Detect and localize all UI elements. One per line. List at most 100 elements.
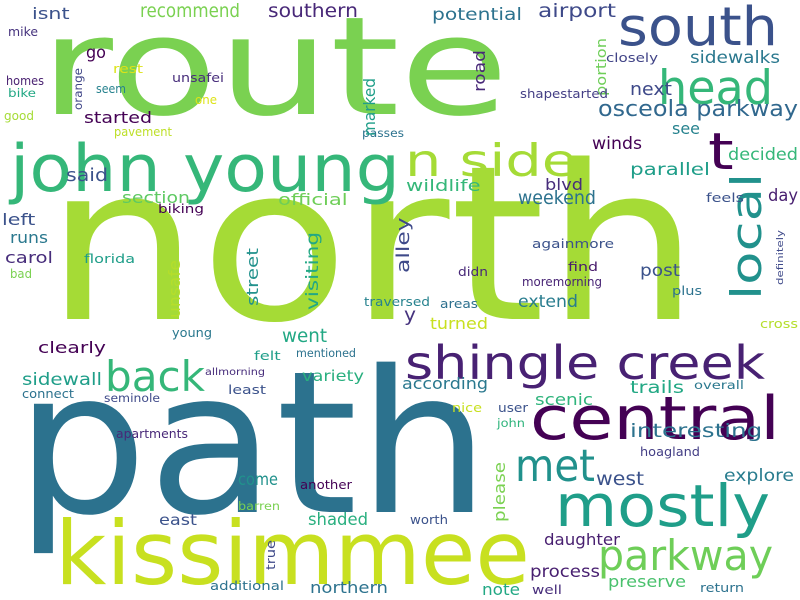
word-another: another <box>300 478 352 492</box>
word-shapestarted: shapestarted <box>520 87 608 101</box>
word-connect: connect <box>22 387 74 401</box>
word-trails: trails <box>630 378 684 397</box>
word-visiting: visiting <box>303 231 322 310</box>
word-unsafe: unsafe <box>165 260 184 318</box>
word-cross: cross <box>760 316 798 331</box>
word-according: according <box>402 374 488 393</box>
word-well: well <box>532 582 562 597</box>
word-northern: northern <box>310 578 388 597</box>
word-see: see <box>672 120 700 138</box>
word-east: east <box>159 512 197 529</box>
word-definitely: definitely <box>775 230 786 285</box>
word-apartments: apartments <box>116 427 188 441</box>
word-central: central <box>530 385 780 454</box>
word-road: road <box>470 50 489 92</box>
word-post: post <box>640 261 680 280</box>
word-marked: marked <box>360 78 379 136</box>
word-true: true <box>263 540 278 570</box>
word-pavement: pavement <box>114 125 172 139</box>
word-one: one <box>195 93 217 107</box>
word-preserve: preserve <box>608 572 686 591</box>
word-carol: carol <box>5 248 54 267</box>
word-overall: overall <box>694 378 744 392</box>
word-please: please <box>490 462 509 522</box>
word-parallel: parallel <box>630 160 710 179</box>
word-section: section <box>122 188 190 207</box>
word-come: come <box>238 470 278 489</box>
word-nice: nice <box>452 400 482 415</box>
word-scenic: scenic <box>535 390 593 409</box>
word-decided: decided <box>728 145 798 164</box>
word-feels: feels <box>706 190 744 205</box>
word-sidewalks: sidewalks <box>690 48 780 67</box>
word-john: john <box>497 416 525 430</box>
word-florida: florida <box>84 252 136 266</box>
word-shaded: shaded <box>308 510 368 529</box>
word-southern: southern <box>268 1 358 22</box>
word-moremorning: moremorning <box>522 275 602 289</box>
word-went: went <box>282 326 327 347</box>
word-good: good <box>4 108 34 123</box>
word-sidewall: sidewall <box>22 370 102 389</box>
word-mike: mike <box>8 24 38 39</box>
word-worth: worth <box>410 512 448 527</box>
word-shingle-creek: shingle creek <box>405 336 765 390</box>
word-south: south <box>618 0 778 58</box>
word-biking: biking <box>158 202 204 217</box>
word-unsafei: unsafei <box>172 71 224 85</box>
word-seminole: seminole <box>104 391 160 405</box>
word-started: started <box>84 108 152 127</box>
word-mostly: mostly <box>555 472 770 540</box>
word-plus: plus <box>672 283 702 298</box>
word-runs: runs <box>10 228 48 247</box>
word-recommend: recommend <box>140 1 240 22</box>
word-go: go <box>86 43 106 62</box>
word-interesting: interesting <box>630 420 763 442</box>
word-hoagland: hoagland <box>640 444 700 459</box>
word-young: young <box>172 325 212 340</box>
word-traversed: traversed <box>364 295 430 309</box>
word-isnt: isnt <box>32 4 70 23</box>
word-route: route <box>40 0 509 147</box>
word-left: left <box>2 210 36 229</box>
word-process: process <box>530 562 600 581</box>
word-areas: areas <box>440 296 478 311</box>
word-west: west <box>596 468 644 490</box>
word-passes: passes <box>362 126 404 140</box>
word-osceola-parkway: osceola parkway <box>598 96 798 122</box>
word-felt: felt <box>254 348 281 363</box>
word-seem: seem <box>96 81 126 96</box>
word-path: path <box>15 328 490 559</box>
word-orange: orange <box>71 68 85 110</box>
word-north: north <box>45 119 700 370</box>
word-bike: bike <box>8 86 36 100</box>
word-additional: additional <box>210 579 284 593</box>
word-official: official <box>278 190 348 209</box>
word-least: least <box>228 382 266 397</box>
word-rest: rest <box>113 61 143 76</box>
word-alley: alley <box>393 217 414 273</box>
word-airport: airport <box>538 1 616 22</box>
word-find: find <box>568 259 598 274</box>
word-kissimmee: kissimmee <box>55 502 530 600</box>
word-street: street <box>243 248 262 306</box>
word-againmore: againmore <box>532 236 614 251</box>
word-clearly: clearly <box>38 338 106 357</box>
word-closely: closely <box>606 51 658 65</box>
word-head: head <box>658 61 773 116</box>
word-next: next <box>630 80 672 100</box>
word-homes: homes <box>6 73 44 88</box>
word-parkway: parkway <box>598 531 773 580</box>
word-daughter: daughter <box>544 530 620 549</box>
word-day: day <box>768 186 798 205</box>
word-note: note <box>482 580 520 599</box>
word-wildlife: wildlife <box>406 176 481 195</box>
word-weekend: weekend <box>518 188 596 209</box>
word-back: back <box>105 352 205 401</box>
word-didn: didn <box>458 264 488 279</box>
word-mentioned: mentioned <box>296 347 356 360</box>
word-extend: extend <box>518 292 578 311</box>
word-blvd: blvd <box>545 175 583 194</box>
word-return: return <box>700 581 744 595</box>
